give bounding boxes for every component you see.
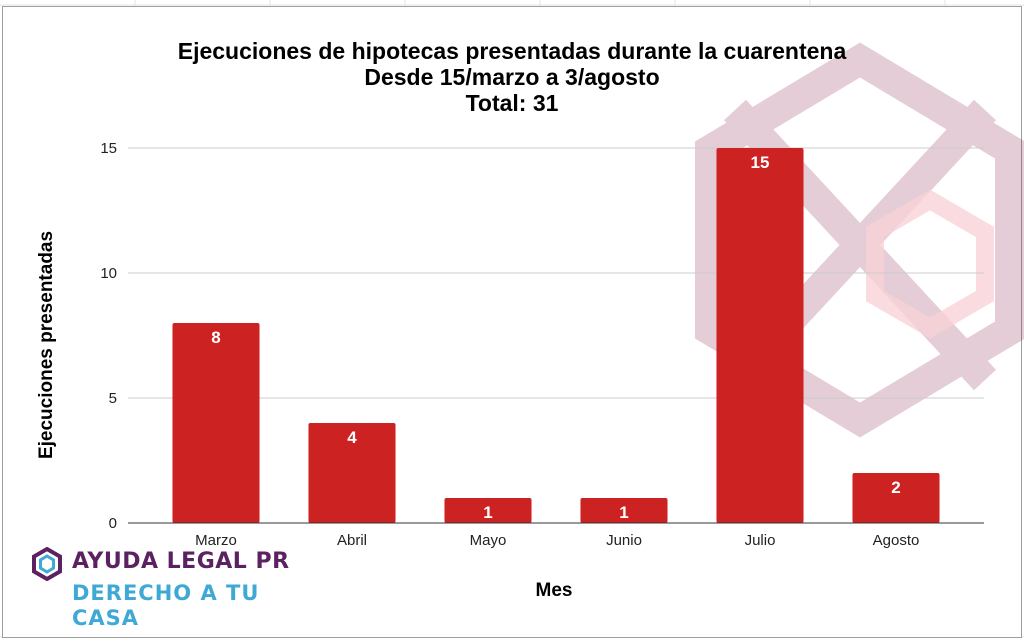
bar [580,498,668,523]
chart-title-line-2: Desde 15/marzo a 3/agosto [364,64,659,90]
y-tick-label: 5 [109,390,117,407]
bar [308,423,396,523]
x-axis-ticks: Marzo Abril Mayo Junio Julio Agosto [195,532,919,549]
bar-value-label: 8 [211,328,220,347]
bar [444,498,532,523]
bar-value-label: 1 [619,503,628,522]
brand-name: AYUDA LEGAL PR [72,549,290,574]
y-tick-label: 15 [100,140,117,157]
x-tick-label: Marzo [195,532,237,549]
x-axis-title: Mes [536,580,573,601]
chart-title-line-3: Total: 31 [466,90,559,116]
x-tick-label: Junio [606,532,642,549]
bar-value-label: 4 [347,428,357,447]
gridlines [128,147,984,399]
brand-tagline-line-2: CASA [72,606,140,630]
bar-value-label: 15 [751,153,770,172]
y-axis-title: Ejecuciones presentadas [36,231,57,459]
hexagon-logo-icon [32,547,62,581]
y-axis-ticks: 0 5 10 15 [100,140,117,532]
bar-data-labels: 8 4 1 1 15 2 [211,153,900,522]
brand-tagline-line-1: DERECHO A TU [72,581,260,605]
x-tick-label: Abril [337,532,367,549]
y-tick-label: 10 [100,265,117,282]
bar [172,323,260,523]
chart-title-line-1: Ejecuciones de hipotecas presentadas dur… [178,38,847,64]
y-tick-label: 0 [109,515,117,532]
bar [716,148,804,523]
x-tick-label: Julio [745,532,776,549]
x-tick-label: Agosto [873,532,920,549]
bar [852,473,940,523]
bar-value-label: 2 [891,478,900,497]
x-tick-label: Mayo [470,532,507,549]
bar-value-label: 1 [483,503,492,522]
bars [172,148,940,523]
chart-container [2,6,1022,638]
